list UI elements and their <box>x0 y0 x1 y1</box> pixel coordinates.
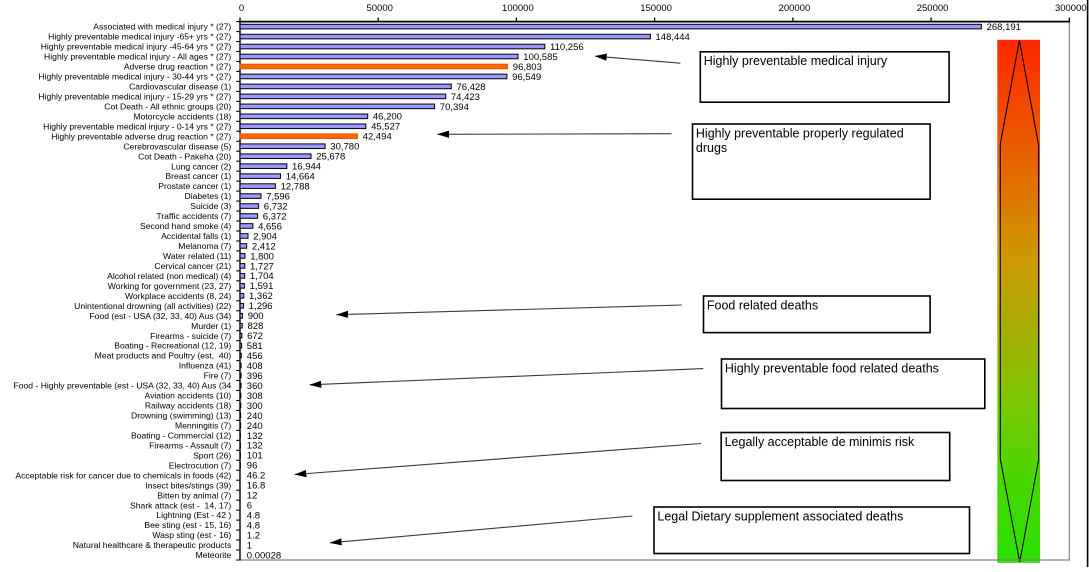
svg-text:Prostate cancer (1): Prostate cancer (1) <box>158 181 231 191</box>
svg-text:Traffic accidents (7): Traffic accidents (7) <box>156 211 231 221</box>
svg-text:Insect bites/stings (39): Insect bites/stings (39) <box>145 480 231 490</box>
svg-text:0: 0 <box>239 3 244 14</box>
svg-text:Melanoma (7): Melanoma (7) <box>178 241 231 251</box>
svg-text:Workplace accidents (8, 24): Workplace accidents (8, 24) <box>125 291 231 301</box>
svg-text:Highly preventable properly re: Highly preventable properly regulated <box>696 126 904 140</box>
svg-text:Firearms - suicide (7): Firearms - suicide (7) <box>150 331 231 341</box>
svg-text:Cot Death - Pakeha (20): Cot Death - Pakeha (20) <box>138 151 231 161</box>
svg-text:Motorcycle accidents (18): Motorcycle accidents (18) <box>133 111 231 121</box>
svg-text:42,494: 42,494 <box>363 132 392 143</box>
svg-text:Menningitis (7): Menningitis (7) <box>175 421 231 431</box>
svg-text:Highly preventable medical inj: Highly preventable medical injury - All … <box>44 52 231 62</box>
svg-text:Shark attack (est - 14, 17): Shark attack (est - 14, 17) <box>130 500 231 510</box>
svg-text:Second hand smoke (4): Second hand smoke (4) <box>140 221 231 231</box>
svg-text:Aviation accidents (10): Aviation accidents (10) <box>145 391 232 401</box>
svg-text:268,191: 268,191 <box>987 22 1021 33</box>
svg-text:Food related deaths: Food related deaths <box>707 298 818 312</box>
svg-text:drugs: drugs <box>696 141 727 155</box>
svg-text:Breast cancer (1): Breast cancer (1) <box>165 171 231 181</box>
svg-text:Bee sting (est - 15, 16): Bee sting (est - 15, 16) <box>144 520 231 530</box>
svg-text:Drowning (swimming) (13): Drowning (swimming) (13) <box>131 411 231 421</box>
svg-text:Legally acceptable de minimis: Legally acceptable de minimis risk <box>725 435 915 449</box>
svg-text:Food (est - USA (32, 33, 40) A: Food (est - USA (32, 33, 40) Aus (34) <box>89 311 231 321</box>
svg-text:Railway accidents (18): Railway accidents (18) <box>145 401 232 411</box>
svg-text:Meat products and Poultry (est: Meat products and Poultry (est, 40) <box>95 351 232 361</box>
svg-text:Working for government (23, 27: Working for government (23, 27) <box>108 281 232 291</box>
svg-text:50000: 50000 <box>366 3 392 14</box>
svg-text:Food - Highly preventable (est: Food - Highly preventable (est - USA (32… <box>13 381 231 391</box>
svg-text:Cervical cancer (21): Cervical cancer (21) <box>154 261 231 271</box>
svg-text:Murder (1): Murder (1) <box>191 321 231 331</box>
svg-text:300000: 300000 <box>1055 3 1087 14</box>
svg-text:Boating - Commercial (12): Boating - Commercial (12) <box>131 430 231 440</box>
svg-text:Highly preventable medical inj: Highly preventable medical injury <box>704 54 888 68</box>
svg-text:Suicide (3): Suicide (3) <box>190 201 231 211</box>
svg-text:Fire (7): Fire (7) <box>204 371 232 381</box>
svg-text:Natural healthcare & therapeut: Natural healthcare & therapeutic product… <box>73 540 232 550</box>
svg-text:150000: 150000 <box>640 3 672 14</box>
svg-text:Wasp sting (est - 16): Wasp sting (est - 16) <box>152 530 231 540</box>
svg-text:Meteorite: Meteorite <box>195 550 231 560</box>
svg-text:Lightning (Est - 42 ): Lightning (Est - 42 ) <box>156 510 231 520</box>
svg-text:Highly preventable medical inj: Highly preventable medical injury - 30-4… <box>38 72 231 82</box>
svg-text:96,549: 96,549 <box>512 72 541 83</box>
svg-text:Highly preventable medical inj: Highly preventable medical injury -65+ y… <box>48 32 231 42</box>
svg-text:Highly preventable medical inj: Highly preventable medical injury - 0-14… <box>43 121 231 131</box>
svg-text:Bitten by animal (7): Bitten by animal (7) <box>157 490 231 500</box>
svg-text:100000: 100000 <box>502 3 534 14</box>
svg-text:Cardiovascular disease (1): Cardiovascular disease (1) <box>129 82 231 92</box>
svg-text:Highly preventable medical inj: Highly preventable medical injury - 15-2… <box>38 91 231 101</box>
svg-text:Accidental falls (1): Accidental falls (1) <box>161 231 231 241</box>
svg-text:Firearms - Assault (7): Firearms - Assault (7) <box>149 440 231 450</box>
svg-text:Highly preventable food relate: Highly preventable food related deaths <box>725 361 939 375</box>
svg-text:70,394: 70,394 <box>440 102 469 113</box>
svg-text:Cot Death - All ethnic groups: Cot Death - All ethnic groups (20) <box>104 101 231 111</box>
svg-text:Lung cancer (2): Lung cancer (2) <box>171 161 231 171</box>
svg-text:Associated with medical injury: Associated with medical injury * (27) <box>93 22 231 32</box>
svg-text:Influenza (41): Influenza (41) <box>179 361 232 371</box>
svg-text:Legal Dietary supplement assoc: Legal Dietary supplement associated deat… <box>657 509 903 523</box>
svg-text:Highly preventable adverse dru: Highly preventable adverse drug reaction… <box>51 131 231 141</box>
svg-text:Water related (11): Water related (11) <box>163 251 231 261</box>
svg-text:Unintentional drowning (all ac: Unintentional drowning (all activities) … <box>74 301 231 311</box>
svg-text:Diabetes (1): Diabetes (1) <box>184 191 231 201</box>
svg-text:Sport (26): Sport (26) <box>193 450 231 460</box>
svg-text:Cerebrovascular disease (5): Cerebrovascular disease (5) <box>123 141 231 151</box>
svg-text:250000: 250000 <box>917 3 949 14</box>
svg-text:Electrocution (7): Electrocution (7) <box>169 460 232 470</box>
svg-text:Boating - Recreational (12, 19: Boating - Recreational (12, 19) <box>114 341 231 351</box>
svg-text:200000: 200000 <box>779 3 811 14</box>
svg-text:Alcohol related (non medical): Alcohol related (non medical) (4) <box>107 271 231 281</box>
svg-text:0.00028: 0.00028 <box>247 550 281 561</box>
svg-text:Adverse drug reaction * (27): Adverse drug reaction * (27) <box>124 62 232 72</box>
svg-text:Highly preventable medical inj: Highly preventable medical injury -45-64… <box>41 42 232 52</box>
svg-text:Acceptable risk for cancer due: Acceptable risk for cancer due to chemic… <box>15 470 231 480</box>
svg-text:148,444: 148,444 <box>656 32 690 43</box>
